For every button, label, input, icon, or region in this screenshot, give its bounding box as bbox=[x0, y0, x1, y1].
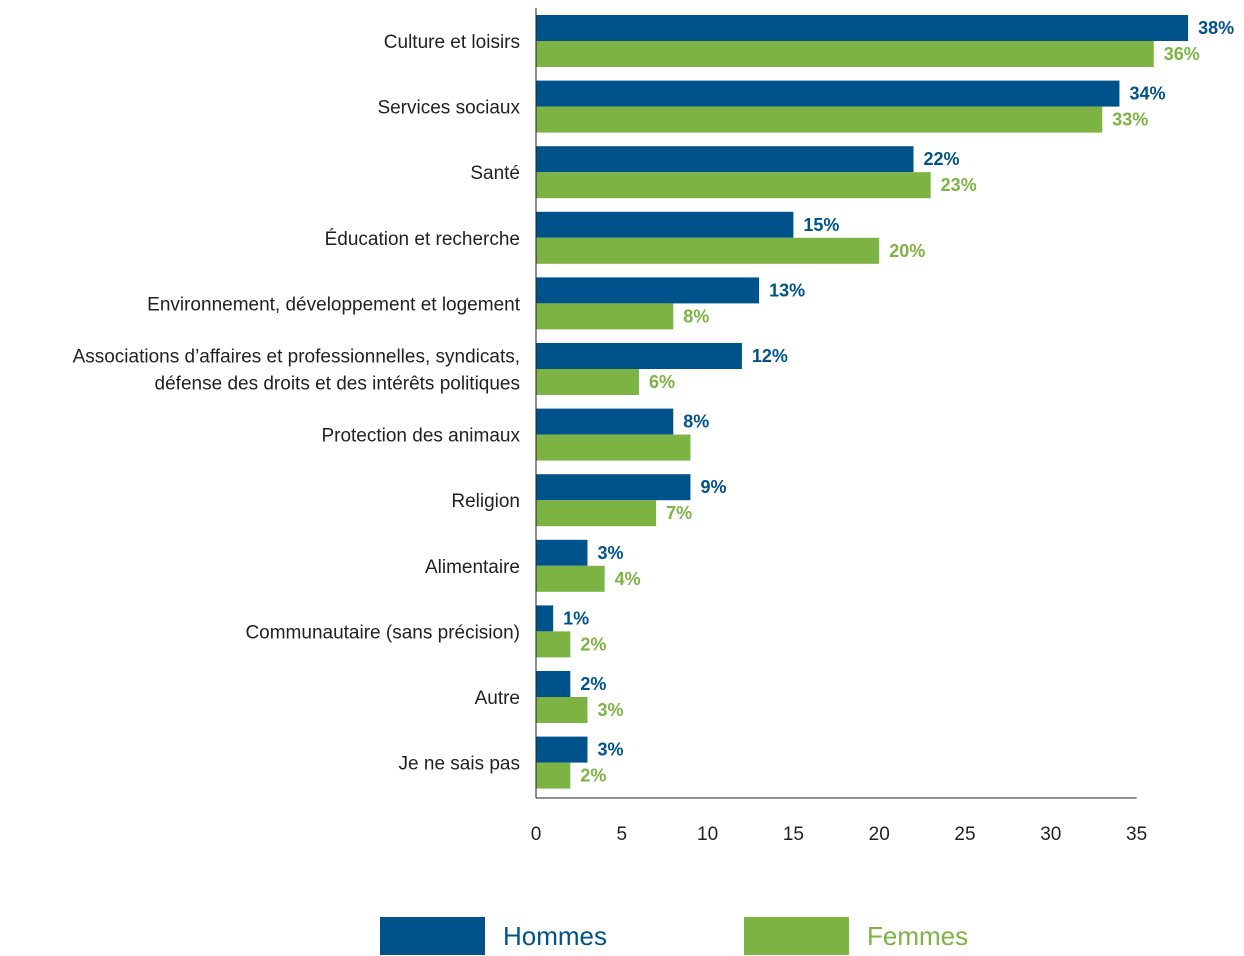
x-tick-label: 0 bbox=[531, 824, 542, 845]
bar-femmes-9 bbox=[536, 631, 571, 658]
bar-hommes-8 bbox=[536, 539, 588, 566]
value-label-hommes-0: 38% bbox=[1198, 18, 1234, 38]
bar-hommes-6 bbox=[536, 408, 674, 435]
value-label-hommes-11: 3% bbox=[597, 740, 623, 760]
value-label-hommes-7: 9% bbox=[700, 477, 726, 497]
bar-femmes-10 bbox=[536, 697, 588, 723]
bar-hommes-11 bbox=[536, 736, 588, 763]
bar-femmes-11 bbox=[536, 762, 571, 789]
value-label-hommes-2: 22% bbox=[924, 149, 960, 169]
value-label-hommes-8: 3% bbox=[597, 543, 623, 563]
bar-femmes-7 bbox=[536, 500, 657, 527]
axis-layer: 0 5 10 15 20 25 30 35 bbox=[531, 8, 1147, 845]
category-label-1: Services sociaux bbox=[377, 98, 520, 119]
value-label-femmes-8: 4% bbox=[615, 569, 641, 589]
category-label-2: Santé bbox=[470, 163, 520, 184]
bar-hommes-10 bbox=[536, 671, 571, 697]
bar-femmes-2 bbox=[536, 172, 931, 199]
category-label-3: Éducation et recherche bbox=[325, 229, 520, 250]
legend: Hommes Femmes bbox=[380, 917, 968, 955]
x-tick-label: 25 bbox=[954, 824, 975, 845]
bar-femmes-1 bbox=[536, 106, 1103, 133]
x-tick-label: 20 bbox=[869, 824, 890, 845]
value-label-femmes-4: 8% bbox=[683, 306, 709, 326]
category-label-10: Autre bbox=[475, 688, 520, 709]
category-labels-layer: Culture et loisirs Services sociaux Santé É… bbox=[73, 32, 521, 775]
bars-layer bbox=[536, 15, 1189, 789]
value-label-hommes-10: 2% bbox=[580, 674, 606, 694]
bar-hommes-0 bbox=[536, 15, 1189, 41]
category-label-6: Protection des animaux bbox=[321, 426, 520, 447]
x-tick-label: 35 bbox=[1126, 824, 1147, 845]
category-label-4: Environnement, développement et logement bbox=[147, 294, 521, 315]
category-label-7: Religion bbox=[451, 491, 520, 512]
value-label-femmes-10: 3% bbox=[597, 700, 623, 720]
legend-label-hommes: Hommes bbox=[503, 921, 607, 951]
bar-femmes-5 bbox=[536, 369, 639, 395]
x-tick-label: 30 bbox=[1040, 824, 1061, 845]
value-label-femmes-9: 2% bbox=[580, 634, 606, 654]
value-label-hommes-5: 12% bbox=[752, 346, 788, 366]
category-label-9: Communautaire (sans précision) bbox=[245, 622, 520, 643]
bar-hommes-3 bbox=[536, 211, 794, 238]
legend-label-femmes: Femmes bbox=[867, 921, 968, 951]
value-label-femmes-11: 2% bbox=[580, 766, 606, 786]
bar-hommes-5 bbox=[536, 343, 742, 369]
bar-femmes-6 bbox=[536, 434, 691, 461]
value-label-hommes-4: 13% bbox=[769, 280, 805, 300]
bar-femmes-8 bbox=[536, 565, 605, 592]
category-label-11: Je ne sais pas bbox=[399, 754, 520, 775]
value-label-femmes-0: 36% bbox=[1164, 44, 1200, 64]
value-label-hommes-3: 15% bbox=[803, 215, 839, 235]
bar-hommes-2 bbox=[536, 146, 914, 173]
bar-hommes-7 bbox=[536, 474, 691, 501]
value-label-femmes-5: 6% bbox=[649, 372, 675, 392]
value-label-femmes-2: 23% bbox=[941, 175, 977, 195]
bar-hommes-9 bbox=[536, 605, 554, 632]
x-tick-label: 5 bbox=[617, 824, 628, 845]
value-label-femmes-1: 33% bbox=[1112, 110, 1148, 130]
category-label-5: Associations d’affaires et professionnel… bbox=[73, 347, 520, 368]
bar-femmes-0 bbox=[536, 41, 1154, 67]
value-label-hommes-1: 34% bbox=[1129, 84, 1165, 104]
legend-swatch-hommes bbox=[380, 917, 485, 955]
value-label-hommes-6: 8% bbox=[683, 412, 709, 432]
legend-swatch-femmes bbox=[744, 917, 849, 955]
bar-hommes-1 bbox=[536, 80, 1120, 107]
bar-hommes-4 bbox=[536, 277, 760, 304]
x-tick-label: 15 bbox=[783, 824, 804, 845]
category-label-8: Alimentaire bbox=[425, 557, 520, 578]
category-label-5: défense des droits et des intérêts polit… bbox=[155, 374, 520, 395]
category-label-0: Culture et loisirs bbox=[384, 32, 520, 53]
value-labels-layer: 38% 36% 34% 33% 22% 23% 15% 20% 13% 8% 12% 6% 8% 9% 7%… bbox=[563, 18, 1234, 786]
bar-femmes-4 bbox=[536, 303, 674, 330]
value-label-femmes-7: 7% bbox=[666, 503, 692, 523]
value-label-femmes-3: 20% bbox=[889, 241, 925, 261]
value-label-hommes-9: 1% bbox=[563, 608, 589, 628]
x-tick-label: 10 bbox=[697, 824, 718, 845]
bar-femmes-3 bbox=[536, 237, 880, 264]
